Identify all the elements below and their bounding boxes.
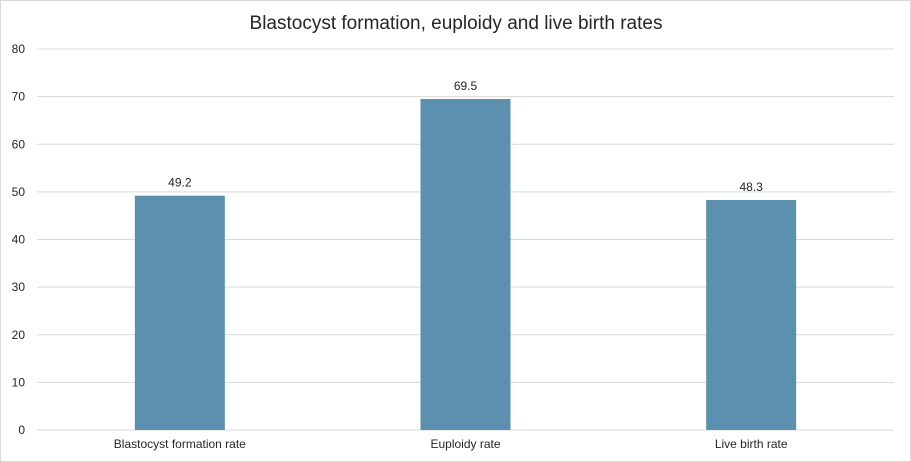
chart-title: Blastocyst formation, euploidy and live … (250, 13, 663, 34)
data-label: 48.3 (739, 180, 763, 194)
data-labels: 49.2 69.5 48.3 (168, 79, 763, 194)
bar (706, 199, 797, 430)
y-tick-label: 20 (12, 328, 26, 342)
y-tick-label: 50 (12, 185, 26, 199)
data-label: 69.5 (454, 79, 478, 93)
bar (420, 99, 511, 430)
x-axis-categories: Blastocyst formation rate Euploidy rate Li… (114, 437, 788, 451)
x-category-label: Euploidy rate (430, 437, 500, 451)
y-tick-label: 60 (12, 137, 26, 151)
y-tick-label: 0 (18, 423, 25, 437)
y-tick-label: 40 (12, 233, 26, 247)
y-tick-label: 30 (12, 280, 26, 294)
y-axis-ticks: 0 10 20 30 40 50 60 70 80 (12, 42, 26, 437)
y-tick-label: 80 (12, 42, 26, 56)
bar (134, 195, 225, 430)
data-label: 49.2 (168, 176, 192, 190)
y-tick-label: 10 (12, 375, 26, 389)
x-category-label: Blastocyst formation rate (114, 437, 246, 451)
x-category-label: Live birth rate (715, 437, 788, 451)
bars (134, 99, 797, 430)
y-tick-label: 70 (12, 90, 26, 104)
